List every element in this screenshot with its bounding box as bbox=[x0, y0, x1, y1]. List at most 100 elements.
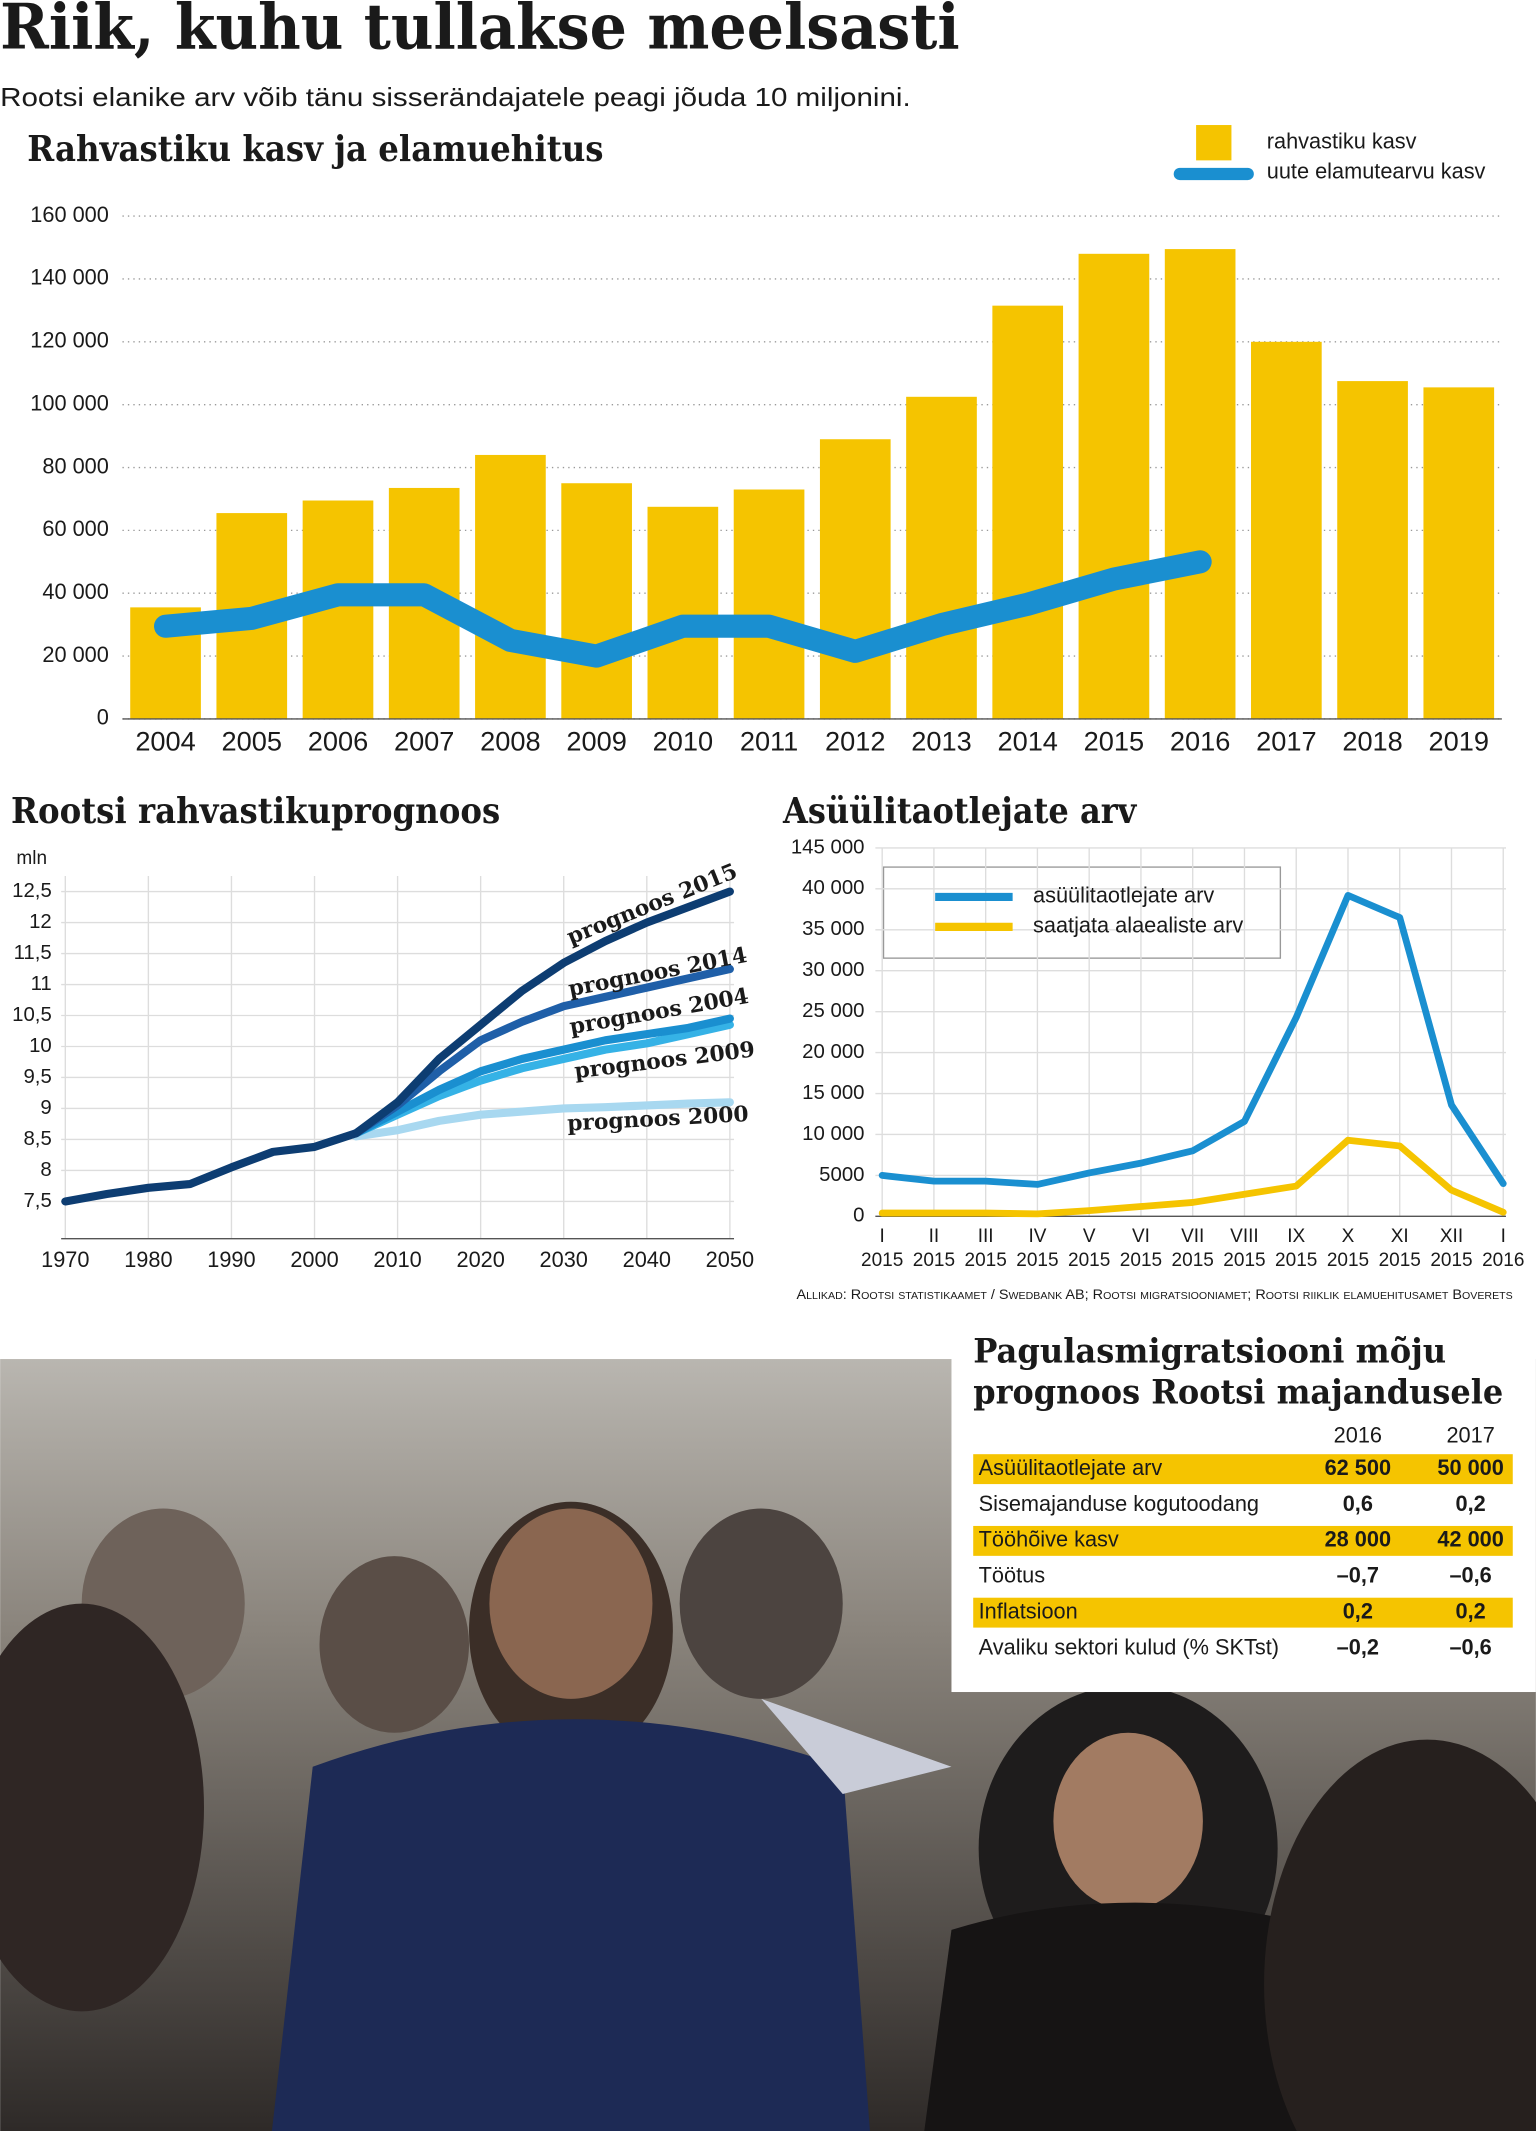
bar bbox=[647, 506, 719, 719]
legend-label: asüülitaotlejate arv bbox=[1033, 883, 1214, 908]
x-tick-label: IX bbox=[1287, 1226, 1305, 1247]
x-tick-label: 1990 bbox=[207, 1247, 255, 1272]
x-tick-label: 2006 bbox=[308, 726, 368, 757]
line bbox=[61, 887, 734, 1206]
y-tick-label: 120 000 bbox=[30, 328, 109, 353]
row-highlight bbox=[973, 1525, 1513, 1556]
page-title: Riik, kuhu tullakse meelsasti bbox=[0, 0, 959, 64]
table-cell: 42 000 bbox=[1437, 1527, 1503, 1552]
bar bbox=[475, 454, 546, 719]
x-tick-label: 2007 bbox=[394, 726, 454, 757]
x-tick-label: 2004 bbox=[135, 726, 195, 757]
x-tick-sublabel: 2015 bbox=[1068, 1250, 1110, 1271]
y-tick-label: 8 bbox=[40, 1159, 51, 1181]
x-tick-sublabel: 2015 bbox=[1430, 1250, 1472, 1271]
x-tick-label: 2013 bbox=[911, 726, 971, 757]
y-tick-label: 20 000 bbox=[802, 1041, 864, 1063]
chart-title: Rootsi rahvastikuprognoos bbox=[11, 791, 500, 832]
x-tick-label: 2020 bbox=[456, 1247, 504, 1272]
row-highlight bbox=[973, 1454, 1513, 1485]
y-tick-label: 25 000 bbox=[802, 1000, 864, 1022]
y-tick-label: 30 000 bbox=[802, 959, 864, 981]
table-header: 2017 bbox=[1446, 1422, 1494, 1447]
y-tick-label: 9,5 bbox=[23, 1066, 51, 1088]
bar bbox=[561, 483, 632, 719]
x-tick-label: 2030 bbox=[540, 1247, 588, 1272]
x-tick-sublabel: 2016 bbox=[1482, 1250, 1524, 1271]
y-tick-label: 12 bbox=[29, 911, 52, 933]
x-tick-label: V bbox=[1083, 1226, 1096, 1247]
table-title: Pagulasmigratsiooni mõju bbox=[973, 1332, 1446, 1372]
legend-label: rahvastiku kasv bbox=[1267, 128, 1417, 153]
bar bbox=[1423, 387, 1495, 719]
bar bbox=[1337, 381, 1408, 719]
table-cell: Töötus bbox=[979, 1563, 1046, 1588]
x-tick-label: 2050 bbox=[706, 1247, 754, 1272]
x-tick-sublabel: 2015 bbox=[861, 1250, 903, 1271]
y-tick-label: 11 bbox=[31, 973, 52, 995]
y-tick-label: 140 000 bbox=[30, 265, 109, 290]
line bbox=[878, 892, 1507, 1188]
x-tick-label: 1970 bbox=[41, 1247, 89, 1272]
table-cell: –0,6 bbox=[1449, 1563, 1491, 1588]
table-cell: Asüülitaotlejate arv bbox=[979, 1455, 1163, 1480]
table-cell: –0,7 bbox=[1337, 1563, 1379, 1588]
x-tick-label: 2019 bbox=[1429, 726, 1489, 757]
x-tick-label: 2015 bbox=[1084, 726, 1144, 757]
y-tick-label: 100 000 bbox=[30, 390, 109, 415]
x-tick-label: 1980 bbox=[124, 1247, 172, 1272]
y-tick-label: 10 bbox=[29, 1035, 52, 1057]
line bbox=[351, 1014, 734, 1138]
table-cell: Avaliku sektori kulud (% SKTst) bbox=[979, 1634, 1279, 1659]
line bbox=[351, 964, 734, 1138]
y-tick-label: 0 bbox=[97, 705, 109, 730]
page-subtitle: Rootsi elanike arv võib tänu sisserändaj… bbox=[0, 84, 911, 112]
x-tick-label: X bbox=[1342, 1226, 1355, 1247]
table-cell: 0,6 bbox=[1343, 1491, 1373, 1516]
x-tick-label: 2014 bbox=[997, 726, 1057, 757]
bar bbox=[906, 396, 977, 719]
x-tick-label: IV bbox=[1028, 1226, 1046, 1247]
x-tick-label: 2005 bbox=[222, 726, 282, 757]
y-axis-label: mln bbox=[16, 848, 47, 869]
table-cell: 28 000 bbox=[1325, 1527, 1391, 1552]
y-tick-label: 10,5 bbox=[12, 1004, 52, 1026]
bar bbox=[992, 305, 1064, 719]
line bbox=[154, 550, 1212, 668]
x-tick-sublabel: 2015 bbox=[1016, 1250, 1058, 1271]
x-tick-label: VIII bbox=[1230, 1226, 1259, 1247]
y-tick-label: 7,5 bbox=[23, 1190, 51, 1212]
legend-label: saatjata alaealiste arv bbox=[1033, 913, 1243, 938]
x-tick-label: II bbox=[929, 1226, 940, 1247]
legend-label: uute elamutearvu kasv bbox=[1267, 158, 1486, 183]
bar bbox=[819, 439, 891, 719]
table-cell: –0,2 bbox=[1337, 1634, 1379, 1659]
x-tick-sublabel: 2015 bbox=[1379, 1250, 1421, 1271]
x-tick-label: 2009 bbox=[566, 726, 626, 757]
table-cell: 0,2 bbox=[1456, 1491, 1486, 1516]
bar bbox=[1251, 341, 1322, 719]
line bbox=[878, 1136, 1507, 1218]
y-tick-label: 35 000 bbox=[802, 918, 864, 940]
chart-title: Asüülitaotlejate arv bbox=[782, 791, 1138, 832]
series-label: prognoos 2015 bbox=[563, 859, 741, 950]
x-tick-label: VI bbox=[1132, 1226, 1150, 1247]
table-cell: 62 500 bbox=[1325, 1455, 1391, 1480]
x-tick-label: 2018 bbox=[1342, 726, 1402, 757]
y-tick-label: 60 000 bbox=[42, 516, 108, 541]
y-tick-label: 11,5 bbox=[14, 942, 52, 964]
table-cell: 0,2 bbox=[1456, 1598, 1486, 1623]
table-title: prognoos Rootsi majandusele bbox=[973, 1372, 1503, 1412]
y-tick-label: 9 bbox=[40, 1097, 51, 1119]
table-cell: Tööhõive kasv bbox=[979, 1527, 1119, 1552]
x-tick-label: 2012 bbox=[825, 726, 885, 757]
table-cell: 0,2 bbox=[1343, 1598, 1373, 1623]
table-cell: –0,6 bbox=[1449, 1634, 1491, 1659]
y-tick-label: 160 000 bbox=[30, 202, 109, 227]
x-tick-label: III bbox=[978, 1226, 994, 1247]
x-tick-sublabel: 2015 bbox=[1120, 1250, 1162, 1271]
x-tick-label: 2011 bbox=[740, 726, 798, 757]
x-tick-label: 2040 bbox=[623, 1247, 671, 1272]
table-cell: Inflatsioon bbox=[979, 1598, 1078, 1623]
